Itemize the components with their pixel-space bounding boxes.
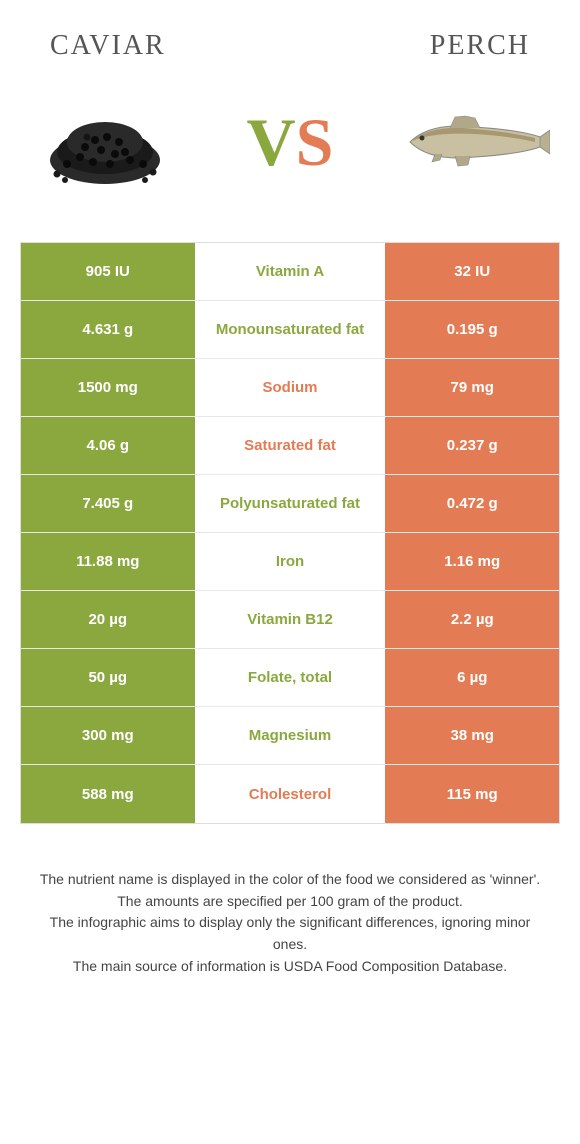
right-value-cell: 38 mg	[385, 707, 559, 764]
right-value-cell: 2.2 µg	[385, 591, 559, 648]
table-row: 4.06 gSaturated fat0.237 g	[21, 417, 559, 475]
nutrient-label-cell: Vitamin B12	[195, 591, 386, 648]
right-value-cell: 32 IU	[385, 243, 559, 300]
nutrient-label-cell: Sodium	[195, 359, 386, 416]
footer-notes: The nutrient name is displayed in the co…	[0, 824, 580, 997]
nutrient-label-cell: Magnesium	[195, 707, 386, 764]
nutrient-label-cell: Folate, total	[195, 649, 386, 706]
right-value-cell: 115 mg	[385, 765, 559, 823]
left-value-cell: 4.06 g	[21, 417, 195, 474]
nutrient-label-cell: Iron	[195, 533, 386, 590]
footer-line-3: The infographic aims to display only the…	[35, 912, 545, 955]
vs-s-letter: S	[296, 103, 334, 182]
nutrient-label-cell: Saturated fat	[195, 417, 386, 474]
left-value-cell: 7.405 g	[21, 475, 195, 532]
nutrient-label-cell: Monounsaturated fat	[195, 301, 386, 358]
right-value-cell: 0.237 g	[385, 417, 559, 474]
right-value-cell: 79 mg	[385, 359, 559, 416]
comparison-table: 905 IUVitamin A32 IU4.631 gMonounsaturat…	[20, 242, 560, 824]
footer-line-1: The nutrient name is displayed in the co…	[35, 869, 545, 891]
table-row: 905 IUVitamin A32 IU	[21, 243, 559, 301]
right-value-cell: 0.472 g	[385, 475, 559, 532]
right-value-cell: 0.195 g	[385, 301, 559, 358]
vs-label: VS	[247, 103, 334, 182]
left-value-cell: 905 IU	[21, 243, 195, 300]
vs-v-letter: V	[247, 103, 296, 182]
header-titles: Caviar Perch	[0, 0, 580, 72]
left-value-cell: 4.631 g	[21, 301, 195, 358]
right-value-cell: 1.16 mg	[385, 533, 559, 590]
nutrient-label-cell: Polyunsaturated fat	[195, 475, 386, 532]
right-value-cell: 6 µg	[385, 649, 559, 706]
nutrient-label-cell: Cholesterol	[195, 765, 386, 823]
table-row: 300 mgMagnesium38 mg	[21, 707, 559, 765]
left-value-cell: 20 µg	[21, 591, 195, 648]
table-row: 1500 mgSodium79 mg	[21, 359, 559, 417]
table-row: 4.631 gMonounsaturated fat0.195 g	[21, 301, 559, 359]
images-row: VS	[0, 72, 580, 232]
perch-image	[400, 82, 550, 202]
caviar-image	[30, 82, 180, 202]
table-row: 588 mgCholesterol115 mg	[21, 765, 559, 823]
left-value-cell: 1500 mg	[21, 359, 195, 416]
table-row: 11.88 mgIron1.16 mg	[21, 533, 559, 591]
table-row: 7.405 gPolyunsaturated fat0.472 g	[21, 475, 559, 533]
table-row: 20 µgVitamin B122.2 µg	[21, 591, 559, 649]
footer-line-2: The amounts are specified per 100 gram o…	[35, 891, 545, 913]
left-value-cell: 11.88 mg	[21, 533, 195, 590]
table-row: 50 µgFolate, total6 µg	[21, 649, 559, 707]
footer-line-4: The main source of information is USDA F…	[35, 956, 545, 978]
nutrient-label-cell: Vitamin A	[195, 243, 386, 300]
left-value-cell: 300 mg	[21, 707, 195, 764]
left-value-cell: 588 mg	[21, 765, 195, 823]
left-value-cell: 50 µg	[21, 649, 195, 706]
left-food-title: Caviar	[50, 30, 166, 62]
right-food-title: Perch	[430, 30, 530, 62]
